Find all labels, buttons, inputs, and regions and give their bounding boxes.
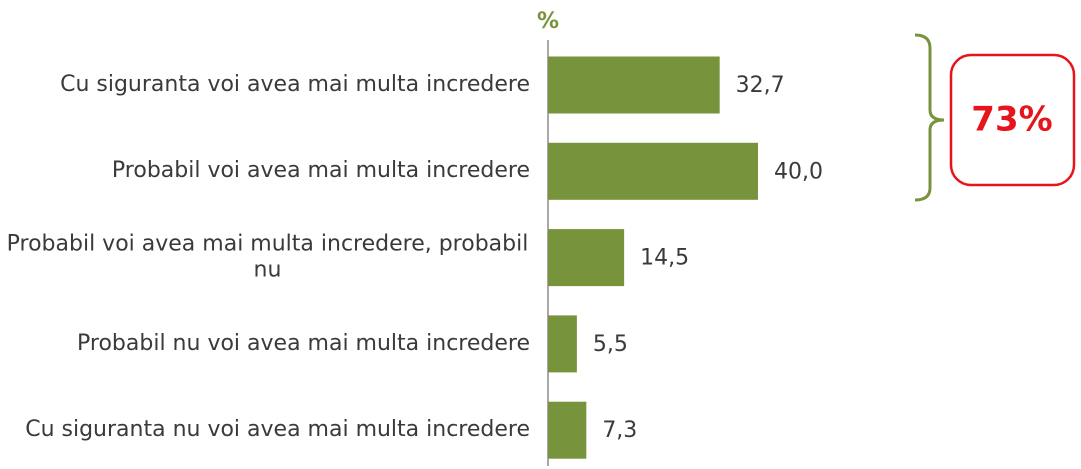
annotation-box — [949, 53, 1076, 187]
value-label: 14,5 — [640, 246, 689, 271]
value-label: 32,7 — [736, 73, 785, 98]
bar — [548, 56, 720, 114]
annotation: 73% — [971, 100, 1052, 140]
bar — [548, 401, 587, 459]
bracket — [914, 33, 945, 202]
category-label: Cu siguranta nu voi avea mai multa incre… — [25, 416, 530, 442]
bar — [548, 315, 577, 373]
category-label: Probabil voi avea mai multa incredere, p… — [6, 231, 529, 283]
category-label: Probabil nu voi avea mai multa incredere — [77, 330, 530, 356]
bar — [548, 229, 625, 287]
value-label: 7,3 — [602, 418, 637, 443]
value-label: 40,0 — [774, 159, 823, 184]
value-label: 5,5 — [593, 332, 628, 357]
category-label: Probabil voi avea mai multa incredere — [111, 158, 530, 184]
axis-label: % — [537, 9, 559, 34]
bar — [548, 142, 758, 200]
category-label: Cu siguranta voi avea mai multa increder… — [60, 71, 530, 97]
